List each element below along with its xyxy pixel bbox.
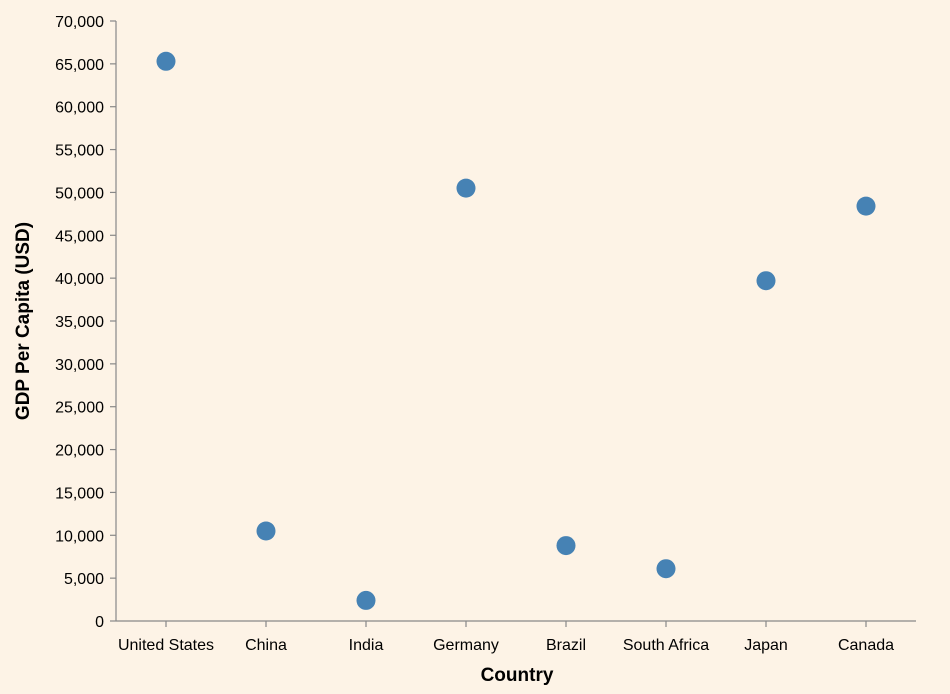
x-tick-label: Brazil [546, 637, 586, 654]
data-point-united-states[interactable] [156, 51, 176, 71]
y-tick-label: 35,000 [55, 314, 104, 331]
y-tick-label: 45,000 [55, 228, 104, 245]
y-tick-label: 70,000 [55, 14, 104, 31]
x-tick-label: United States [118, 637, 214, 654]
y-tick-label: 10,000 [55, 528, 104, 545]
y-axis-title: GDP Per Capita (USD) [13, 222, 34, 420]
y-tick-label: 0 [95, 614, 104, 631]
y-tick-label: 50,000 [55, 185, 104, 202]
data-point-japan[interactable] [756, 271, 776, 291]
data-point-south-africa[interactable] [656, 559, 676, 579]
y-tick-label: 30,000 [55, 357, 104, 374]
x-tick-label: China [245, 637, 287, 654]
data-point-germany[interactable] [456, 178, 476, 198]
data-point-china[interactable] [256, 521, 276, 541]
y-tick-label: 40,000 [55, 271, 104, 288]
y-tick-label: 15,000 [55, 485, 104, 502]
x-tick-label: South Africa [623, 637, 709, 654]
data-point-india[interactable] [356, 590, 376, 610]
y-axis: 0 5,000 10,000 15,000 20,000 25,000 30,000 35,0… [55, 14, 117, 631]
y-tick-label: 60,000 [55, 100, 104, 117]
y-tick-label: 25,000 [55, 400, 104, 417]
data-point-brazil[interactable] [556, 536, 576, 556]
data-point-canada[interactable] [856, 196, 876, 216]
x-tick-label: Germany [433, 637, 499, 654]
y-tick-label: 20,000 [55, 443, 104, 460]
data-points [156, 51, 876, 610]
y-tick-label: 55,000 [55, 143, 104, 160]
x-tick-label: India [349, 637, 384, 654]
y-tick-label: 65,000 [55, 57, 104, 74]
x-axis-title: Country [481, 665, 554, 686]
y-tick-label: 5,000 [64, 571, 104, 588]
x-axis: United States China India Germany Brazil Sout… [116, 620, 916, 654]
x-tick-label: Japan [744, 637, 788, 654]
x-tick-label: Canada [838, 637, 894, 654]
